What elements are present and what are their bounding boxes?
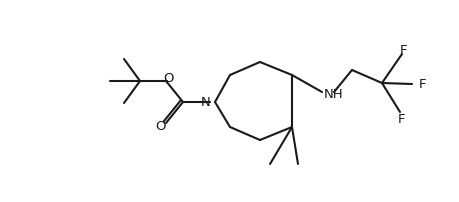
Text: F: F — [397, 113, 405, 126]
Text: F: F — [418, 78, 425, 91]
Text: O: O — [156, 119, 166, 132]
Text: N: N — [201, 96, 211, 109]
Text: F: F — [399, 43, 407, 56]
Text: O: O — [163, 72, 174, 85]
Text: NH: NH — [323, 88, 343, 101]
